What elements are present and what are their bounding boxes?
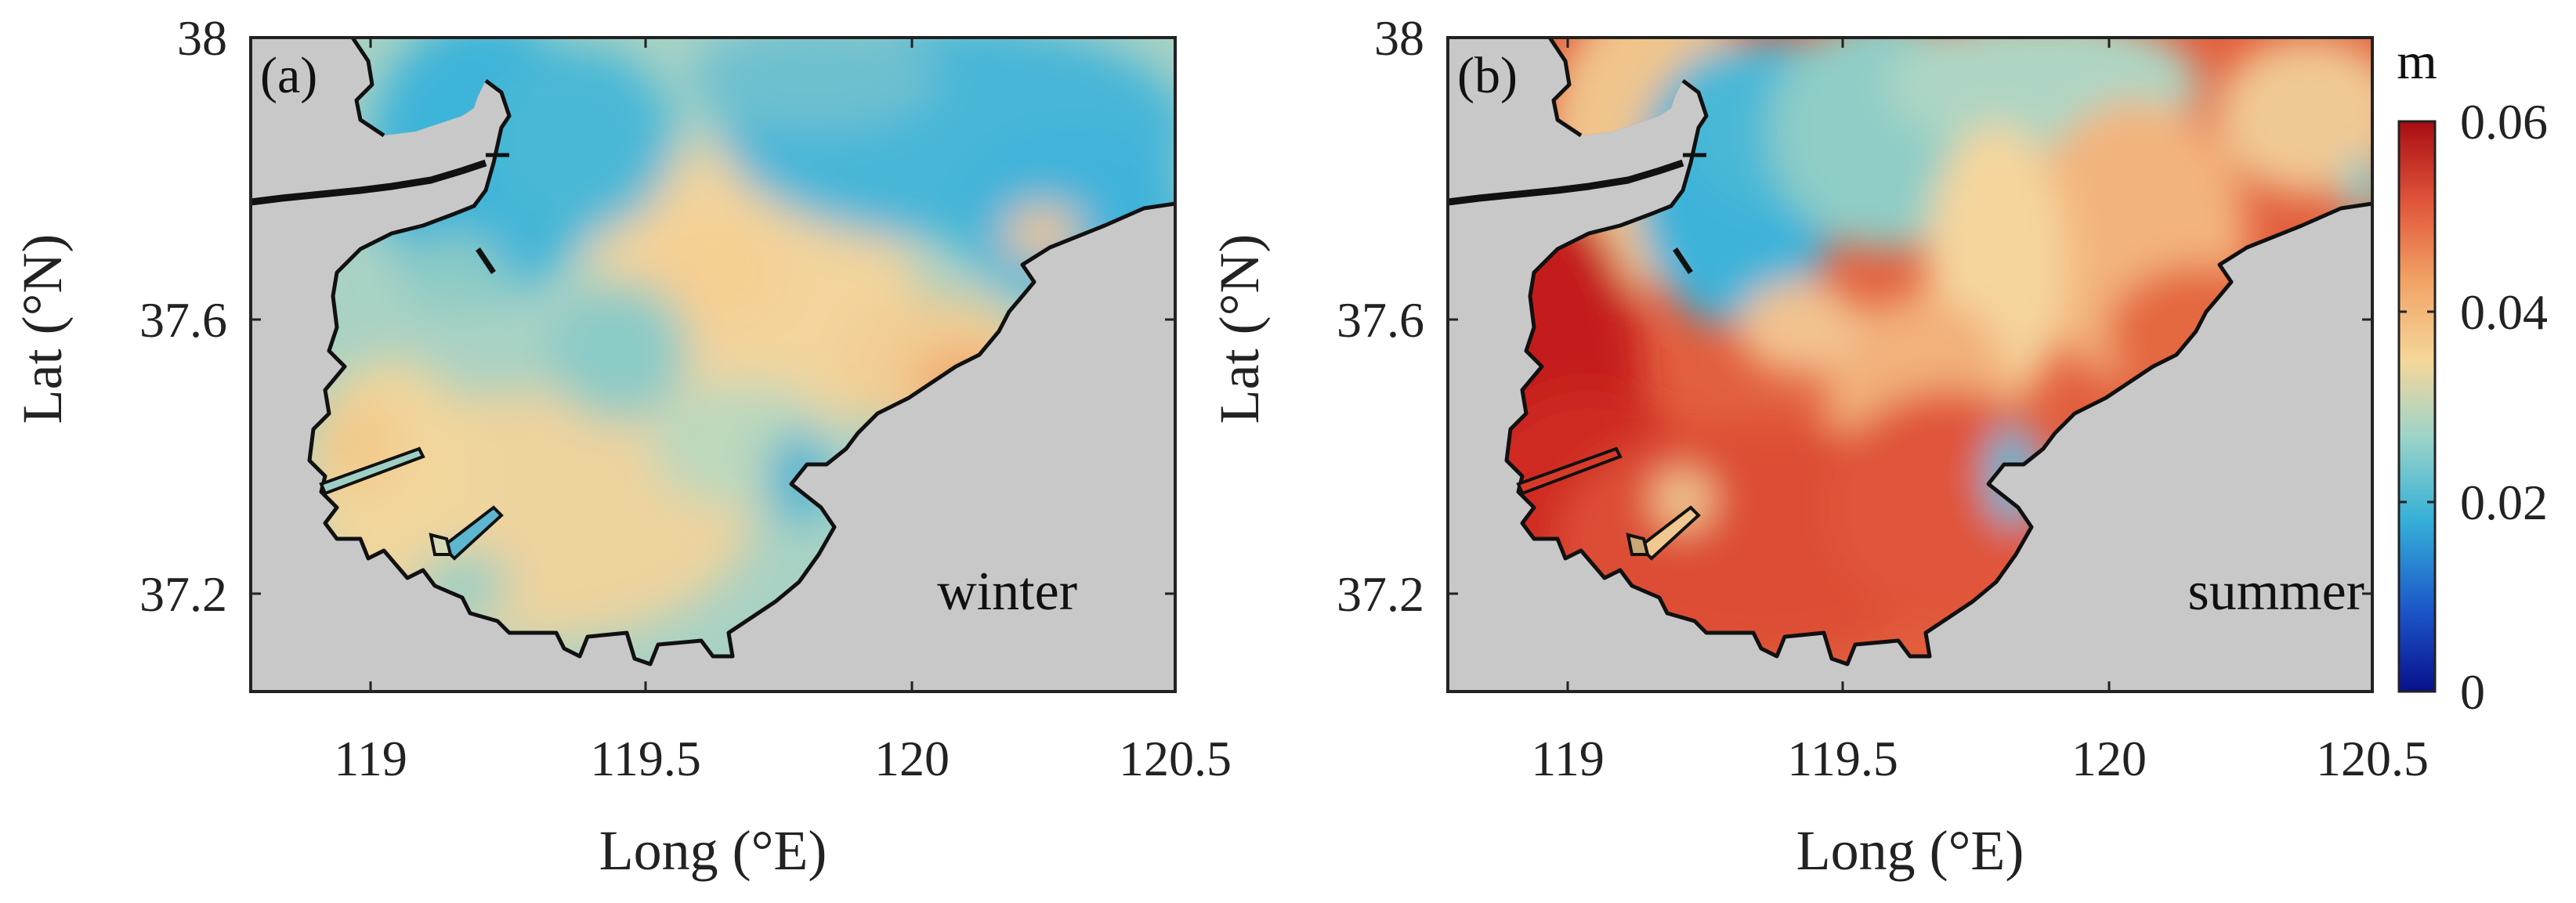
- xlabel-a: Long (°E): [599, 819, 827, 882]
- xtick-label-a-120-5: 120.5: [1119, 731, 1232, 786]
- colorbar-tick-0: 0: [2460, 664, 2485, 720]
- jetties-a: [319, 446, 504, 561]
- ytick-label-b-37-6: 37.6: [1337, 292, 1424, 348]
- axes-b: 119 119.5 120 120.5 38 37.6 37.2 Long (°…: [1208, 10, 2429, 882]
- panel-a: (a) winter: [249, 36, 1177, 693]
- yticks-a: [251, 318, 1175, 595]
- season-label-b: summer: [2187, 562, 2364, 622]
- xtick-label-a-119: 119: [334, 731, 407, 786]
- ytick-label-a-37-6: 37.6: [139, 292, 227, 348]
- coastline-a: [250, 36, 1176, 666]
- xtick-label-b-120: 120: [2071, 731, 2147, 786]
- xtick-label-a-120: 120: [874, 731, 950, 786]
- colorbar: m 0.06 0.04 0.02 0: [2397, 33, 2548, 720]
- colorbar-tick-0-02: 0.02: [2460, 475, 2548, 530]
- ytick-label-a-37-2: 37.2: [139, 566, 227, 622]
- yticks-b: [1448, 318, 2372, 595]
- colorbar-unit: m: [2397, 33, 2437, 90]
- ytick-label-b-38: 38: [1374, 10, 1424, 66]
- ylabel-a: Lat (°N): [11, 234, 74, 424]
- panel-b: (b) summer: [1446, 36, 2374, 693]
- xlabel-b: Long (°E): [1796, 819, 2024, 882]
- colorbar-tick-0-06: 0.06: [2460, 94, 2548, 150]
- jetties-b: [1516, 446, 1701, 561]
- ylabel-b: Lat (°N): [1208, 234, 1271, 424]
- colorbar-gradient: [2397, 120, 2437, 693]
- xticks-a: [369, 38, 914, 692]
- axes-a: 119 119.5 120 120.5 38 37.6 37.2 Long (°…: [11, 10, 1232, 882]
- panel-label-a: (a): [260, 47, 317, 104]
- ytick-label-a-38: 38: [177, 10, 227, 66]
- xtick-label-a-119-5: 119.5: [590, 731, 701, 786]
- colorbar-tick-0-04: 0.04: [2460, 284, 2548, 340]
- ytick-label-b-37-2: 37.2: [1337, 566, 1424, 622]
- xtick-label-b-120-5: 120.5: [2316, 731, 2429, 786]
- coastline-b: [1447, 36, 2373, 666]
- axes-frame-b: [1446, 36, 2374, 693]
- xtick-label-b-119: 119: [1531, 731, 1605, 786]
- axes-frame-a: [249, 36, 1177, 693]
- xticks-b: [1566, 38, 2111, 692]
- xtick-label-b-119-5: 119.5: [1787, 731, 1898, 786]
- season-label-a: winter: [937, 562, 1077, 622]
- panel-label-b: (b): [1457, 47, 1518, 104]
